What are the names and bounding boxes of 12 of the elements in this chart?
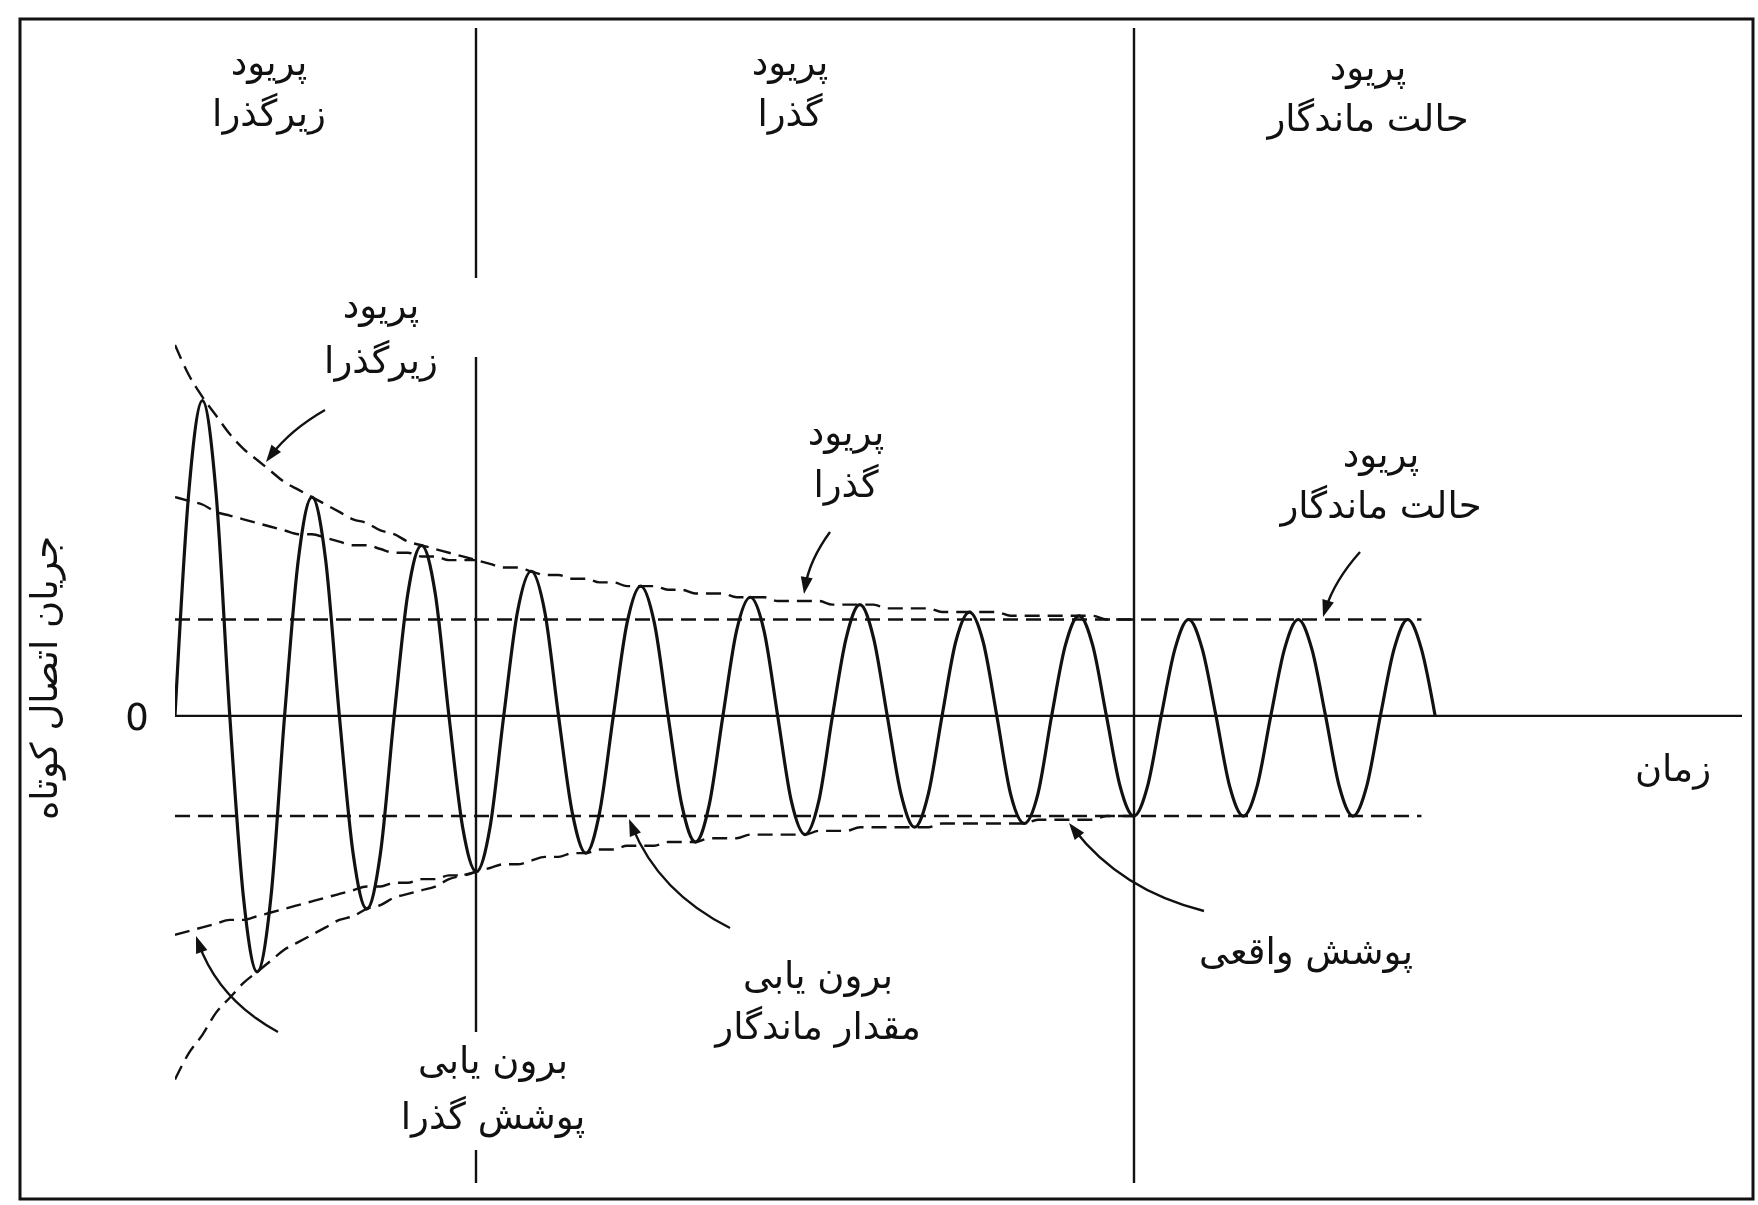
text: پریود حالت ماندگار xyxy=(1265,45,1469,140)
text: 0 xyxy=(125,695,149,739)
text: پریود زیرگذرا xyxy=(212,40,326,135)
annotation: برون یابی مقدار ماندگار xyxy=(713,953,921,1048)
text: پریود گذرا xyxy=(751,40,829,135)
annotation: پوشش واقعی xyxy=(1199,929,1413,973)
annotation: پریود زیرگذرا xyxy=(324,283,438,382)
text: زمان xyxy=(1634,746,1712,790)
y-axis-title: جریان اتصال کوتاه xyxy=(22,535,66,821)
annotation: پریود حالت ماندگار xyxy=(1278,432,1482,527)
annotation: برون یابی پوشش گذرا xyxy=(400,1038,586,1138)
annotation: پریود گذرا xyxy=(807,410,885,506)
